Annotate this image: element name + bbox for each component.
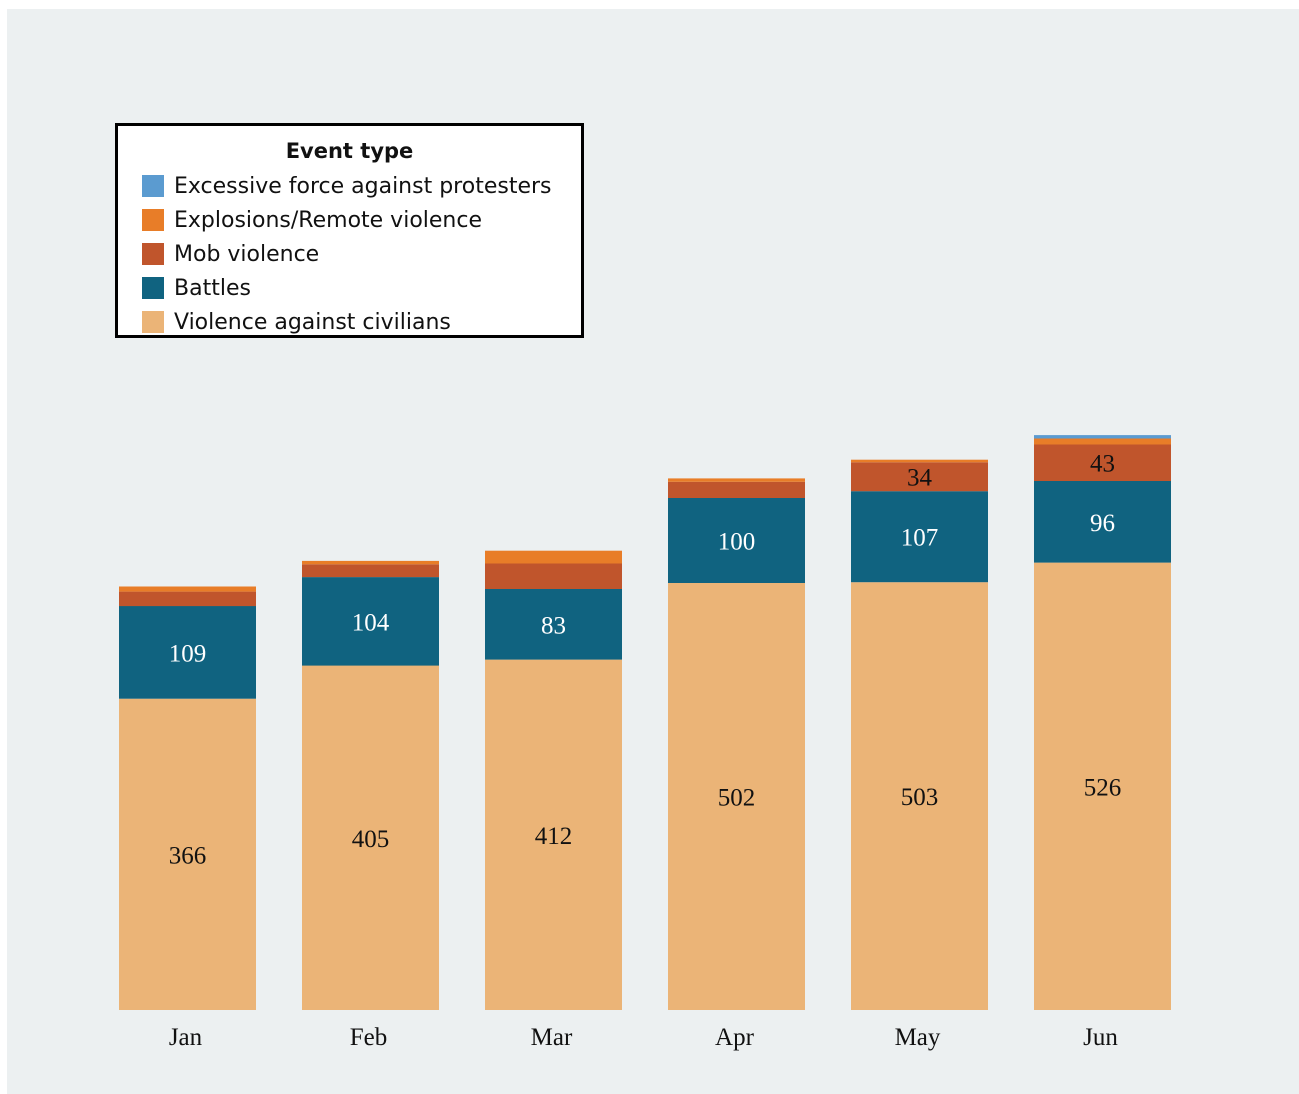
x-tick-label-jan: Jan xyxy=(169,1024,203,1051)
data-label-may-battles: 107 xyxy=(901,525,939,552)
legend-label: Mob violence xyxy=(174,241,320,267)
x-tick-label-may: May xyxy=(895,1024,941,1051)
data-label-feb-battles: 104 xyxy=(352,609,390,636)
legend-label: Explosions/Remote violence xyxy=(174,207,482,233)
x-axis-tick-labels: Jan Feb Mar Apr May Jun xyxy=(169,1024,1119,1051)
bar-feb-battles xyxy=(302,577,439,666)
legend-label: Excessive force against protesters xyxy=(174,173,552,199)
legend-item-battles: Battles xyxy=(142,275,251,301)
data-label-may-violence-against-civilians: 503 xyxy=(901,784,939,811)
bar-apr-battles xyxy=(668,498,805,583)
x-tick-label-feb: Feb xyxy=(350,1024,388,1051)
data-label-jun-violence-against-civilians: 526 xyxy=(1084,774,1122,801)
data-label-apr-battles: 100 xyxy=(718,529,756,556)
legend-swatch xyxy=(142,277,164,299)
bar-may-violence-against-civilians xyxy=(851,582,988,1010)
data-label-jan-violence-against-civilians: 366 xyxy=(169,842,207,869)
data-label-may-mob-violence: 34 xyxy=(907,465,933,492)
bar-jun-excessive-force-against-protesters xyxy=(1034,435,1171,439)
segment-labels-layer: 366 109 405 104 412 83 502 100 503 107 34 526 96 43 xyxy=(169,451,1122,870)
legend-item-excessive-force: Excessive force against protesters xyxy=(142,173,552,199)
data-label-jun-battles: 96 xyxy=(1090,510,1115,537)
x-tick-label-jun: Jun xyxy=(1083,1024,1118,1051)
data-label-mar-violence-against-civilians: 412 xyxy=(535,823,573,850)
bar-apr-explosions-remote-violence xyxy=(668,478,805,482)
legend-label: Violence against civilians xyxy=(174,309,451,335)
data-label-apr-violence-against-civilians: 502 xyxy=(718,785,756,812)
legend-swatch xyxy=(142,311,164,333)
x-tick-label-apr: Apr xyxy=(715,1024,755,1051)
bar-may-explosions-remote-violence xyxy=(851,459,988,463)
bar-feb-violence-against-civilians xyxy=(302,665,439,1010)
bars-layer xyxy=(119,435,1171,1010)
bar-jan-mob-violence xyxy=(119,591,256,607)
legend-swatch xyxy=(142,243,164,265)
bar-jun-mob-violence xyxy=(1034,444,1171,481)
bar-may-mob-violence xyxy=(851,462,988,492)
legend-label: Battles xyxy=(174,275,251,301)
data-label-jan-battles: 109 xyxy=(169,640,207,667)
bar-apr-violence-against-civilians xyxy=(668,583,805,1010)
stacked-bar-chart: 366 109 405 104 412 83 502 100 503 107 34 526 96 43 J… xyxy=(119,435,1171,1051)
legend-title: Event type xyxy=(285,139,414,163)
legend-swatch xyxy=(142,175,164,197)
legend-item-mob-violence: Mob violence xyxy=(142,241,320,267)
bar-mar-violence-against-civilians xyxy=(485,659,622,1010)
bar-feb-mob-violence xyxy=(302,564,439,578)
bar-jun-battles xyxy=(1034,481,1171,563)
bar-feb-explosions-remote-violence xyxy=(302,560,439,565)
bar-jun-explosions-remote-violence xyxy=(1034,438,1171,445)
bar-mar-mob-violence xyxy=(485,563,622,589)
bar-jun-violence-against-civilians xyxy=(1034,562,1171,1010)
bar-may-battles xyxy=(851,491,988,583)
bar-jan-explosions-remote-violence xyxy=(119,586,256,592)
x-tick-label-mar: Mar xyxy=(531,1024,573,1051)
chart-panel: 366 109 405 104 412 83 502 100 503 107 34 526 96 43 J… xyxy=(7,9,1299,1094)
legend-swatch xyxy=(142,209,164,231)
bar-mar-explosions-remote-violence xyxy=(485,550,622,564)
legend-item-violence-against-civilians: Violence against civilians xyxy=(142,309,451,335)
data-label-mar-battles: 83 xyxy=(541,612,566,639)
legend: Event type Excessive force against prote… xyxy=(115,123,584,338)
bar-mar-battles xyxy=(485,589,622,660)
bar-jan-battles xyxy=(119,606,256,699)
bar-jan-violence-against-civilians xyxy=(119,698,256,1010)
data-label-jun-mob-violence: 43 xyxy=(1090,451,1115,478)
bar-apr-mob-violence xyxy=(668,481,805,498)
data-label-feb-violence-against-civilians: 405 xyxy=(352,826,390,853)
legend-item-explosions: Explosions/Remote violence xyxy=(142,207,482,233)
